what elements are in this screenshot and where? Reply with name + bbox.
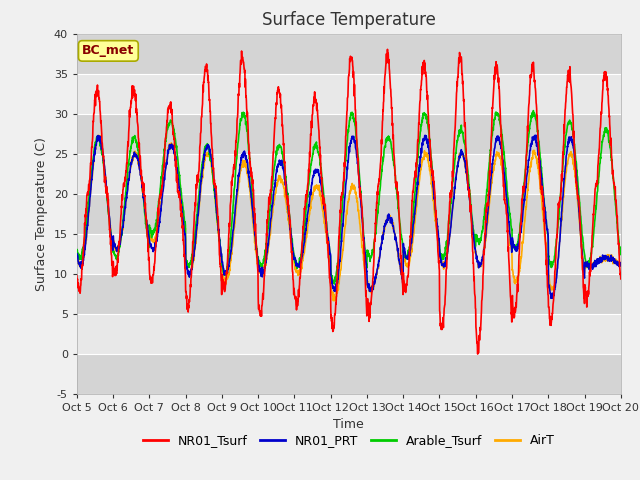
Bar <box>77 34 621 73</box>
Bar <box>77 73 621 114</box>
Bar <box>77 114 621 154</box>
Bar <box>77 193 621 234</box>
Bar <box>77 234 621 274</box>
Y-axis label: Surface Temperature (C): Surface Temperature (C) <box>35 137 48 290</box>
Text: BC_met: BC_met <box>82 44 134 58</box>
Bar <box>77 154 621 193</box>
Legend: NR01_Tsurf, NR01_PRT, Arable_Tsurf, AirT: NR01_Tsurf, NR01_PRT, Arable_Tsurf, AirT <box>138 429 560 452</box>
Bar <box>77 313 621 354</box>
Bar <box>77 274 621 313</box>
Bar <box>77 354 621 394</box>
Title: Surface Temperature: Surface Temperature <box>262 11 436 29</box>
X-axis label: Time: Time <box>333 418 364 431</box>
